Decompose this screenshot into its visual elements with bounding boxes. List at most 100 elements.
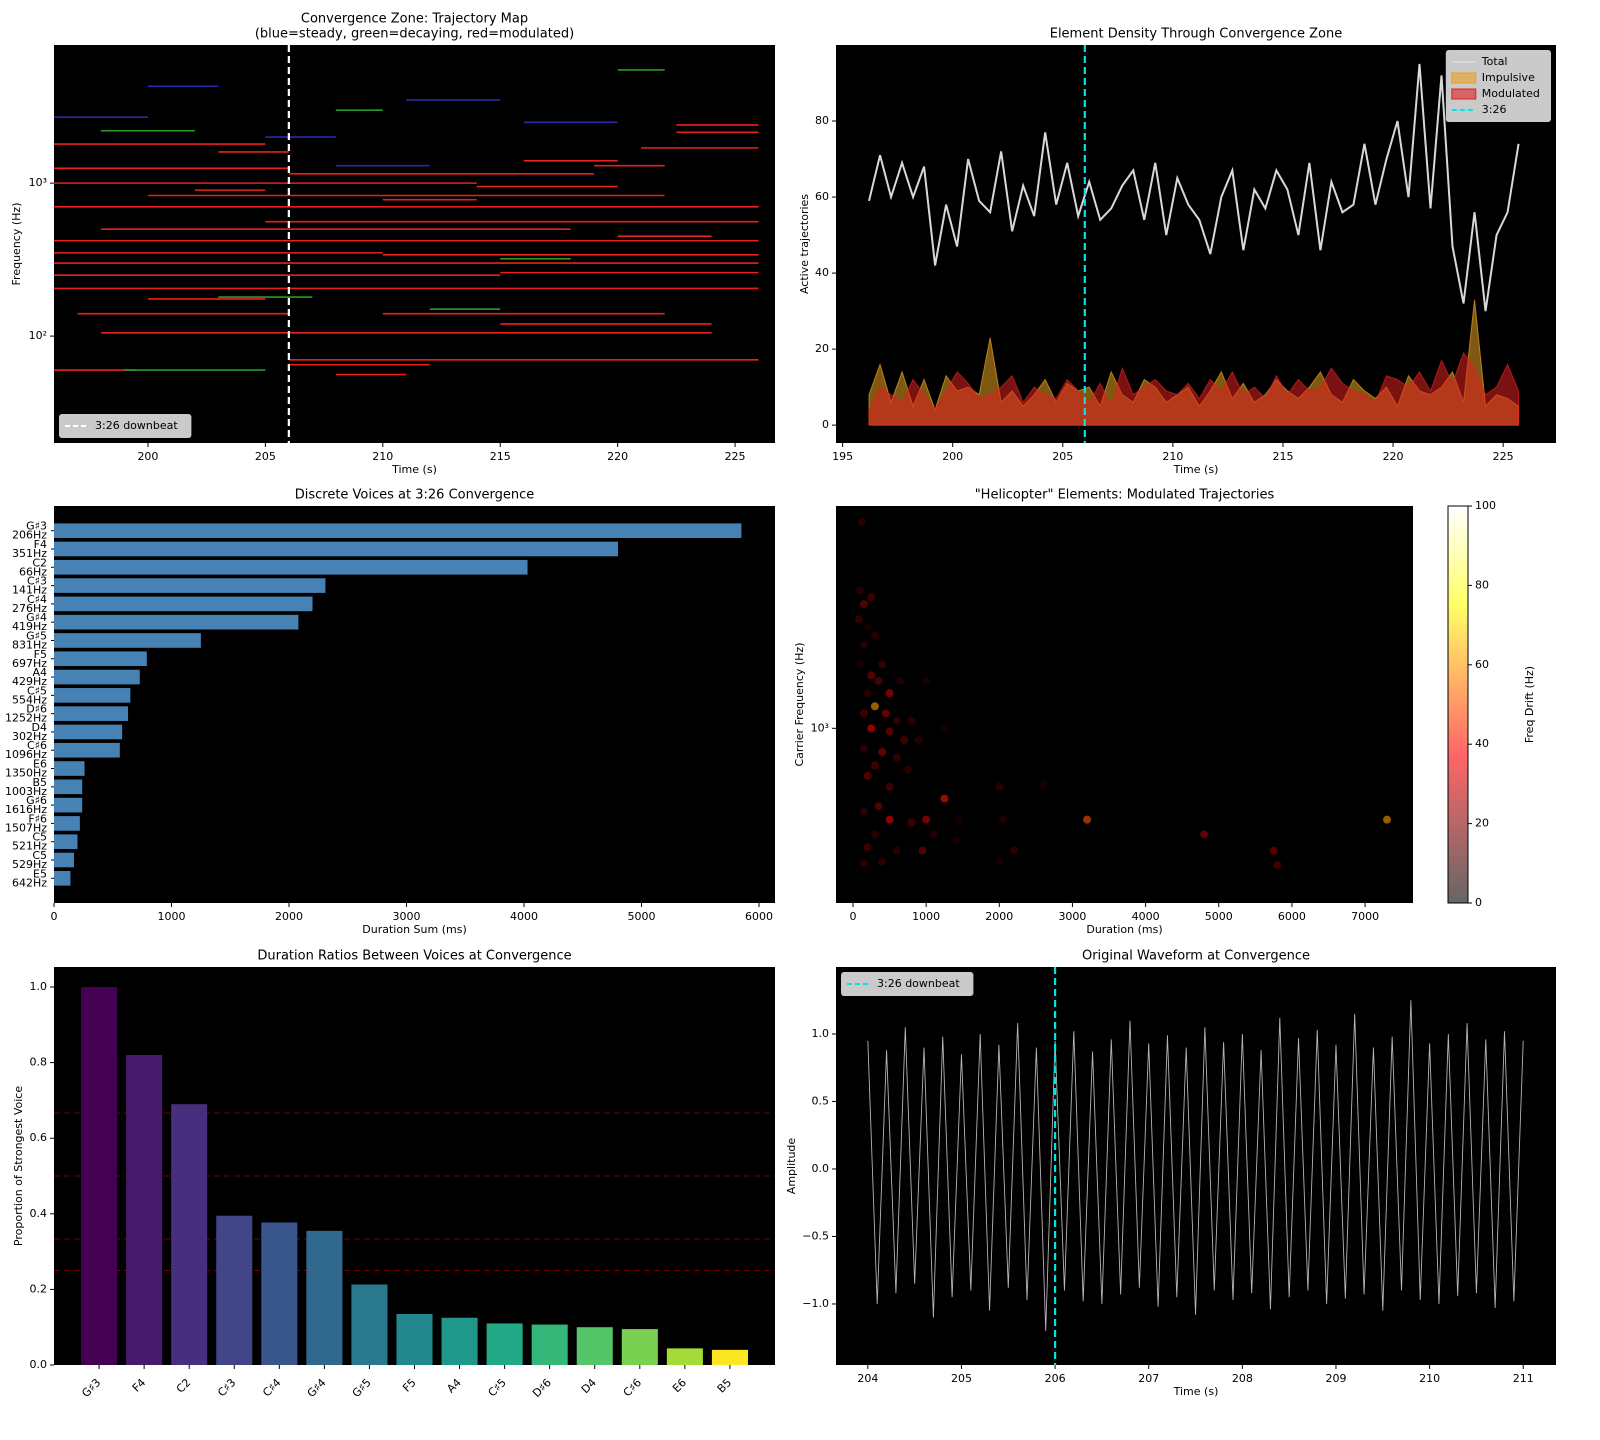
x-tick-label: 4000	[1132, 910, 1160, 923]
y-tick-label: 276Hz	[12, 602, 47, 615]
bar	[621, 1329, 658, 1365]
point	[918, 846, 927, 855]
chart-title: Convergence Zone: Trajectory Map	[301, 12, 528, 27]
point	[859, 807, 868, 816]
x-tick-label: C♯6	[621, 1376, 644, 1399]
point	[878, 748, 887, 757]
point	[903, 765, 912, 774]
y-tick-label: 1096Hz	[5, 748, 47, 761]
y-tick-label: C♯5	[27, 684, 47, 697]
x-axis-label: Time (s)	[1173, 463, 1219, 476]
x-tick-label: 0	[849, 910, 856, 923]
legend-swatch	[1451, 72, 1477, 84]
y-tick-label: 10³	[29, 176, 47, 189]
bar	[54, 724, 123, 740]
y-tick-label: 10³	[811, 721, 829, 734]
colorbar-tick-label: 100	[1475, 499, 1496, 512]
x-tick-label: 210	[1419, 1372, 1440, 1385]
x-tick-label: G♯3	[79, 1376, 103, 1400]
point	[863, 689, 872, 698]
bar	[351, 1284, 388, 1365]
x-axis-label: Time (s)	[391, 463, 437, 476]
point	[892, 846, 901, 855]
x-tick-label: 6000	[1278, 910, 1306, 923]
bar	[54, 596, 313, 612]
y-tick-label: 80	[815, 114, 829, 127]
y-tick-label: 429Hz	[12, 675, 47, 688]
bar	[441, 1317, 478, 1365]
x-tick-label: 206	[1045, 1372, 1066, 1385]
y-tick-label: E6	[33, 758, 47, 771]
y-tick-label: 0.0	[812, 1162, 830, 1175]
point	[870, 761, 879, 770]
x-tick-label: 204	[857, 1372, 878, 1385]
point	[900, 735, 909, 744]
bar	[54, 742, 120, 758]
line	[868, 63, 1520, 312]
legend-swatch	[1451, 88, 1477, 100]
bar	[54, 559, 528, 575]
y-tick-label: 0	[822, 418, 829, 431]
legend-label: Total	[1481, 55, 1508, 68]
x-tick-label: G♯4	[305, 1376, 329, 1400]
y-axis-label: Carrier Frequency (Hz)	[793, 642, 806, 766]
point	[885, 689, 894, 698]
y-tick-label: D4	[32, 721, 47, 734]
y-tick-label: G♯6	[26, 794, 47, 807]
x-tick-label: 205	[1052, 450, 1073, 463]
x-axis-label: Duration Sum (ms)	[362, 923, 466, 936]
point	[955, 815, 964, 824]
point	[859, 859, 868, 868]
point	[907, 716, 916, 725]
x-tick-label: 209	[1325, 1372, 1346, 1385]
y-tick-label: 40	[815, 266, 829, 279]
bar	[711, 1349, 748, 1365]
x-tick-label: G♯5	[350, 1376, 374, 1400]
legend-box	[59, 414, 192, 438]
x-tick-label: 210	[372, 450, 393, 463]
bar	[54, 651, 147, 667]
legend-label: 3:26 downbeat	[95, 419, 178, 432]
y-tick-label: 0.0	[30, 1358, 48, 1371]
point	[885, 815, 894, 824]
x-tick-label: E6	[670, 1376, 689, 1395]
point	[854, 615, 863, 624]
point	[892, 716, 901, 725]
point	[1039, 780, 1048, 789]
bar	[81, 987, 118, 1365]
y-tick-label: F♯6	[28, 812, 47, 825]
x-axis-label: Time (s)	[1173, 1385, 1219, 1398]
y-tick-label: 1.0	[812, 1027, 830, 1040]
bar	[396, 1313, 433, 1365]
x-tick-label: 0	[51, 910, 58, 923]
point	[867, 593, 876, 602]
legend-label: Modulated	[1482, 87, 1540, 100]
bar	[666, 1348, 703, 1365]
point	[874, 802, 883, 811]
y-tick-label: F4	[34, 538, 47, 551]
y-tick-label: B5	[32, 776, 47, 789]
area	[868, 351, 1520, 426]
y-axis-label: Amplitude	[785, 1138, 798, 1195]
y-tick-label: 302Hz	[12, 730, 47, 743]
y-tick-label: 1.0	[30, 980, 48, 993]
bar	[54, 852, 74, 868]
point	[885, 782, 894, 791]
point	[885, 727, 894, 736]
point	[922, 815, 931, 824]
x-tick-label: F4	[130, 1376, 149, 1395]
x-tick-label: 220	[607, 450, 628, 463]
y-tick-label: 66Hz	[19, 565, 47, 578]
x-tick-label: C2	[174, 1376, 194, 1396]
x-tick-label: 208	[1232, 1372, 1253, 1385]
y-tick-label: 20	[815, 342, 829, 355]
bar	[486, 1323, 523, 1365]
y-tick-label: F5	[34, 648, 47, 661]
y-axis-label: Proportion of Strongest Voice	[12, 1086, 25, 1246]
point	[870, 631, 879, 640]
colorbar	[1447, 505, 1469, 904]
y-tick-label: −0.5	[802, 1229, 829, 1242]
colorbar-label: Freq Drift (Hz)	[1523, 666, 1536, 743]
x-tick-label: 210	[1162, 450, 1183, 463]
x-tick-label: 207	[1138, 1372, 1159, 1385]
